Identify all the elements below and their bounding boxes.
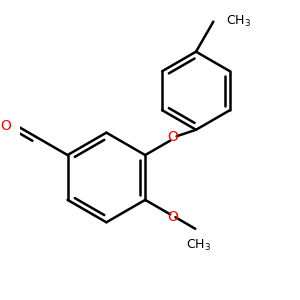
Text: CH$_3$: CH$_3$ — [226, 14, 250, 29]
Text: O: O — [167, 210, 178, 224]
Text: CH$_3$: CH$_3$ — [186, 238, 211, 253]
Text: O: O — [167, 130, 178, 144]
Text: O: O — [1, 119, 11, 133]
